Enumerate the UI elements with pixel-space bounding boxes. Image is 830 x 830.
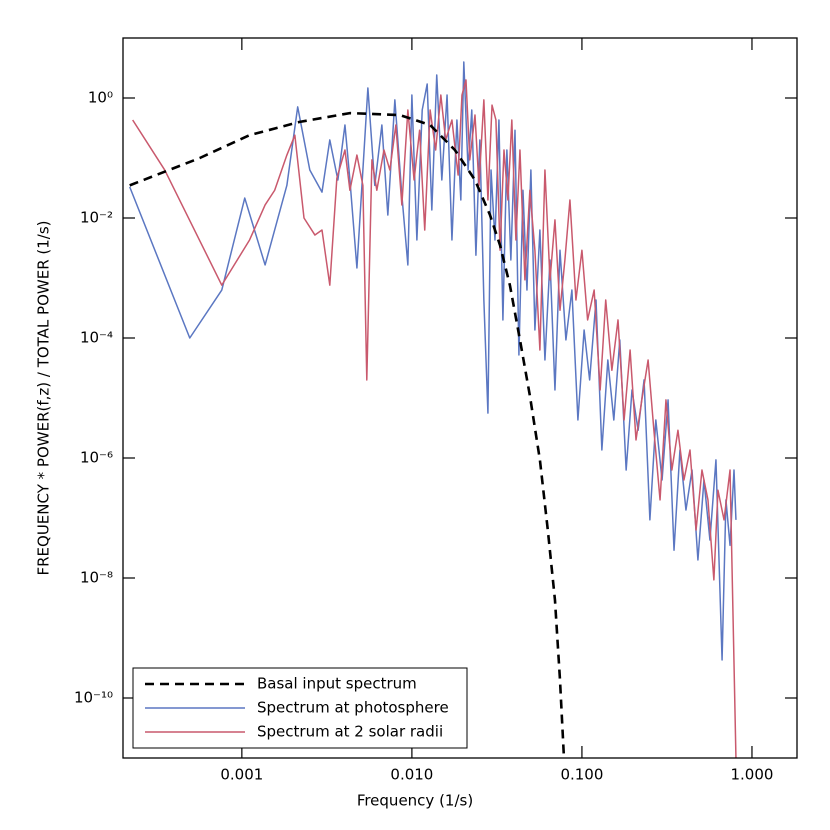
legend-label: Spectrum at photosphere [257,699,449,717]
x-tick-label: 0.010 [390,766,433,784]
y-tick-label: 10⁻⁴ [80,329,113,347]
series-line [129,111,566,758]
series-line [132,79,737,758]
legend-label: Spectrum at 2 solar radii [257,723,443,741]
plot-lines [129,61,737,758]
y-tick-label: 10⁻⁶ [80,449,113,467]
x-tick-label: 0.001 [220,766,263,784]
y-tick-label: 10⁰ [88,89,113,107]
y-tick-label: 10⁻⁸ [80,569,113,587]
y-tick-label: 10⁻² [80,209,113,227]
series-line [129,61,737,661]
legend-label: Basal input spectrum [257,675,417,693]
x-tick-label: 0.100 [560,766,603,784]
y-tick-label: 10⁻¹⁰ [74,689,113,707]
y-axis-label: FREQUENCY * POWER(f,z) / TOTAL POWER (1/… [35,220,53,575]
plot-frame [122,37,798,759]
x-tick-label: 1.000 [730,766,773,784]
x-axis-label: Frequency (1/s) [357,792,473,810]
